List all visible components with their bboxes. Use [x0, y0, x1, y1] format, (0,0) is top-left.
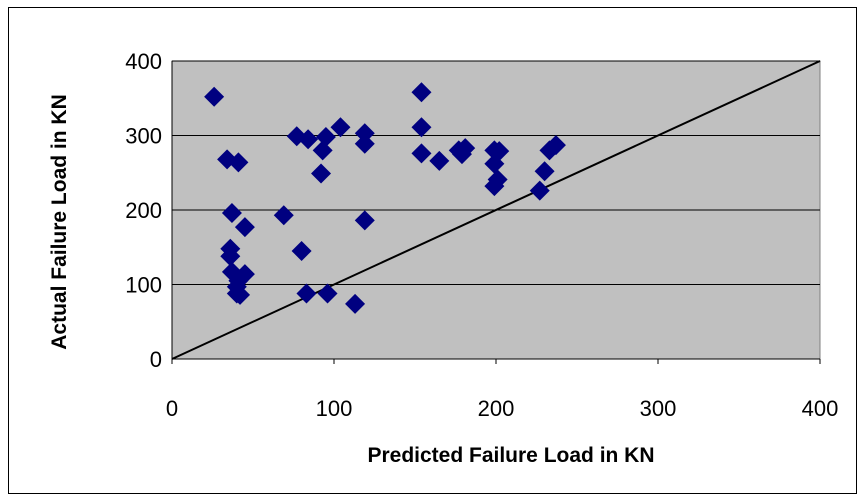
data-point: [345, 293, 366, 314]
data-point: [411, 117, 432, 138]
data-point: [317, 283, 338, 304]
data-point: [489, 141, 510, 162]
x-tick-label: 100: [316, 396, 353, 421]
data-point: [298, 129, 319, 150]
data-point: [330, 117, 351, 138]
data-point: [354, 210, 375, 231]
x-tick-label: 0: [166, 396, 178, 421]
data-point: [311, 163, 332, 184]
y-axis-title: Actual Failure Load in KN: [48, 94, 71, 350]
data-point: [234, 217, 255, 238]
data-point: [221, 202, 242, 223]
data-point: [204, 86, 225, 107]
x-tick-label: 300: [640, 396, 677, 421]
data-point: [429, 150, 450, 171]
y-tick-label: 0: [150, 347, 162, 372]
data-point: [273, 205, 294, 226]
x-tick-label: 200: [478, 396, 515, 421]
data-point: [228, 152, 249, 173]
data-point: [315, 126, 336, 147]
reference-line: [171, 60, 821, 360]
y-tick-label: 100: [125, 273, 162, 298]
data-point: [354, 133, 375, 154]
data-point: [296, 283, 317, 304]
data-point: [220, 246, 241, 267]
x-tick-label: 400: [802, 396, 839, 421]
data-points: [204, 82, 566, 314]
data-point: [354, 123, 375, 144]
data-point: [230, 284, 251, 305]
data-point: [455, 138, 476, 159]
data-point: [411, 82, 432, 103]
y-tick-label: 400: [125, 49, 162, 74]
x-axis-title: Predicted Failure Load in KN: [367, 444, 654, 467]
y-tick-labels: 0 100 200 300 400: [125, 49, 162, 372]
data-point: [487, 169, 508, 190]
data-point: [545, 135, 566, 156]
data-point: [234, 264, 255, 285]
data-point: [529, 180, 550, 201]
y-tick-label: 200: [125, 198, 162, 223]
data-point: [411, 143, 432, 164]
data-point: [312, 140, 333, 161]
data-point: [291, 240, 312, 261]
data-point: [534, 161, 555, 182]
x-tick-labels: 0 100 200 300 400: [166, 359, 838, 421]
y-tick-label: 300: [125, 124, 162, 149]
